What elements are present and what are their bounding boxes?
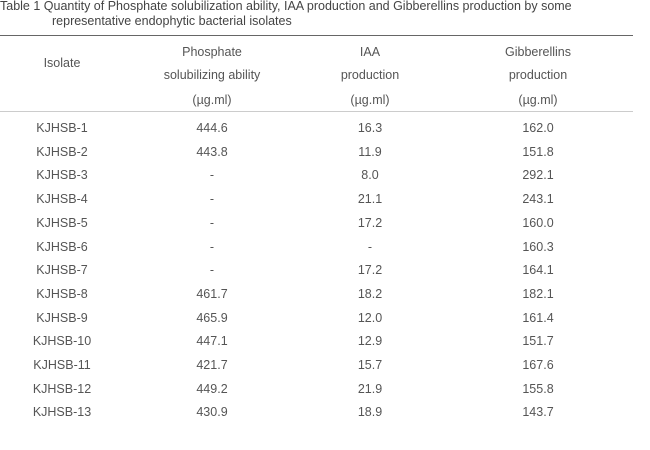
table-row: KJHSB-2 443.8 11.9 151.8 (0, 145, 650, 165)
cell-iaa: 12.9 (357, 334, 383, 349)
cell-phosphate: 447.1 (196, 334, 228, 349)
cell-phosphate: 430.9 (196, 405, 228, 420)
cell-gibberellins: 160.0 (522, 215, 554, 230)
header-iaa-1: IAA (359, 45, 381, 59)
cell-gibberellins: 151.8 (522, 144, 554, 159)
cell-isolate: KJHSB-6 (36, 239, 88, 254)
cell-isolate: KJHSB-2 (36, 144, 88, 159)
cell-iaa: - (367, 239, 373, 254)
cell-iaa: 17.2 (357, 263, 383, 278)
cell-isolate: KJHSB-9 (36, 310, 88, 325)
cell-gibberellins: 182.1 (522, 286, 554, 301)
header-phosphate-1: Phosphate (182, 45, 242, 59)
header-iaa-unit: (µg.ml) (350, 93, 390, 107)
table-row: KJHSB-4 - 21.1 243.1 (0, 192, 650, 212)
table-caption-line-2: representative endophytic bacterial isol… (52, 14, 292, 28)
table-row: KJHSB-7 - 17.2 164.1 (0, 263, 650, 283)
cell-iaa: 18.2 (357, 286, 383, 301)
cell-iaa: 12.0 (357, 310, 383, 325)
cell-iaa: 21.9 (357, 381, 383, 396)
cell-iaa: 17.2 (357, 215, 383, 230)
cell-phosphate: 465.9 (196, 310, 228, 325)
cell-gibberellins: 164.1 (522, 263, 554, 278)
cell-phosphate: 449.2 (196, 381, 228, 396)
cell-gibberellins: 151.7 (522, 334, 554, 349)
cell-phosphate: - (209, 239, 215, 254)
cell-gibberellins: 162.0 (522, 121, 554, 135)
table-caption-line-1: Table 1 Quantity of Phosphate solubiliza… (0, 0, 572, 13)
header-gibberellins-2: production (508, 68, 568, 82)
header-iaa-2: production (340, 68, 400, 82)
cell-isolate: KJHSB-13 (32, 405, 92, 420)
cell-phosphate: - (209, 215, 215, 230)
table-row: KJHSB-8 461.7 18.2 182.1 (0, 287, 650, 307)
table-row: KJHSB-11 421.7 15.7 167.6 (0, 358, 650, 378)
table-row: KJHSB-5 - 17.2 160.0 (0, 216, 650, 236)
cell-isolate: KJHSB-10 (32, 334, 92, 349)
table-row: KJHSB-12 449.2 21.9 155.8 (0, 382, 650, 402)
header-gibberellins-unit: (µg.ml) (518, 93, 558, 107)
cell-iaa: 21.1 (357, 192, 383, 207)
cell-iaa: 18.9 (357, 405, 383, 420)
cell-isolate: KJHSB-5 (36, 215, 88, 230)
cell-gibberellins: 155.8 (522, 381, 554, 396)
header-phosphate-2: solubilizing ability (163, 68, 261, 82)
cell-isolate: KJHSB-8 (36, 286, 88, 301)
cell-phosphate: - (209, 192, 215, 207)
cell-phosphate: 443.8 (196, 144, 228, 159)
cell-iaa: 15.7 (357, 358, 383, 372)
cell-gibberellins: 143.7 (522, 405, 554, 420)
cell-phosphate: - (209, 168, 215, 183)
cell-iaa: 16.3 (357, 121, 383, 135)
table-row: KJHSB-3 - 8.0 292.1 (0, 168, 650, 188)
cell-isolate: KJHSB-1 (36, 121, 88, 135)
cell-isolate: KJHSB-7 (36, 263, 88, 278)
cell-isolate: KJHSB-4 (36, 192, 88, 207)
table-row: KJHSB-6 - - 160.3 (0, 240, 650, 260)
cell-gibberellins: 292.1 (522, 168, 554, 183)
cell-gibberellins: 160.3 (522, 239, 554, 254)
cell-gibberellins: 243.1 (522, 192, 554, 207)
cell-phosphate: - (209, 263, 215, 278)
cell-gibberellins: 167.6 (522, 358, 554, 372)
top-rule (0, 35, 633, 36)
table-row: KJHSB-9 465.9 12.0 161.4 (0, 311, 650, 331)
table-row: KJHSB-13 430.9 18.9 143.7 (0, 405, 650, 425)
cell-phosphate: 444.6 (196, 121, 228, 135)
cell-isolate: KJHSB-12 (32, 381, 92, 396)
header-phosphate-unit: (µg.ml) (192, 93, 232, 107)
table-row: KJHSB-10 447.1 12.9 151.7 (0, 334, 650, 354)
cell-isolate: KJHSB-11 (33, 358, 91, 372)
cell-iaa: 11.9 (358, 144, 382, 159)
header-isolate: Isolate (43, 56, 81, 70)
cell-phosphate: 421.7 (196, 358, 228, 372)
cell-isolate: KJHSB-3 (36, 168, 88, 183)
cell-phosphate: 461.7 (196, 286, 228, 301)
table-row: KJHSB-1 444.6 16.3 162.0 (0, 121, 650, 141)
cell-gibberellins: 161.4 (522, 310, 554, 325)
header-rule (0, 111, 633, 112)
cell-iaa: 8.0 (361, 168, 379, 183)
header-gibberellins-1: Gibberellins (504, 45, 572, 59)
